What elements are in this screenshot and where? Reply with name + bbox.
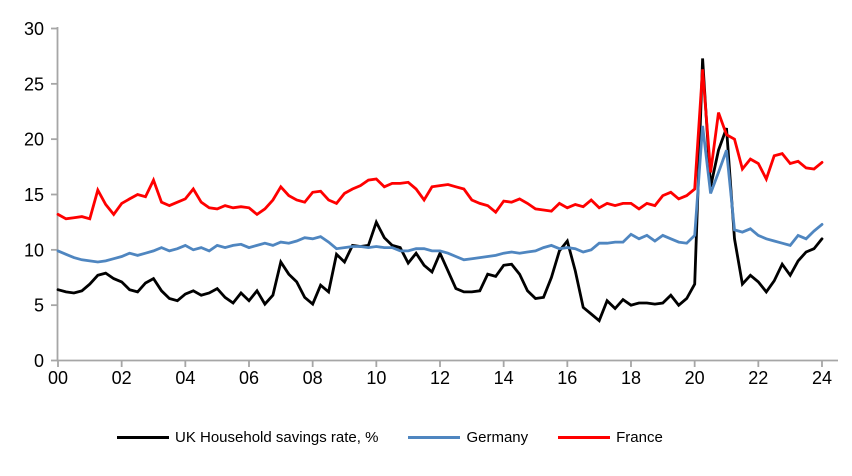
x-tick-label: 18 <box>621 368 641 388</box>
x-tick-label: 02 <box>112 368 132 388</box>
legend: UK Household savings rate, % Germany Fra… <box>117 429 663 446</box>
x-tick-label: 22 <box>748 368 768 388</box>
series-line-0 <box>56 58 824 324</box>
x-tick-label: 24 <box>812 368 832 388</box>
legend-label-germany: Germany <box>466 429 529 446</box>
y-tick-label: 25 <box>24 74 44 94</box>
france-line-swatch <box>558 436 611 439</box>
x-tick-label: 10 <box>366 368 386 388</box>
y-tick-label: 0 <box>34 351 44 371</box>
series-line-1 <box>56 125 824 264</box>
y-tick-label: 5 <box>34 296 44 316</box>
legend-item-germany: Germany <box>408 429 528 446</box>
x-tick-label: 04 <box>175 368 195 388</box>
legend-item-uk: UK Household savings rate, % <box>117 429 378 446</box>
x-tick-label: 20 <box>685 368 705 388</box>
uk-line-swatch <box>117 436 169 439</box>
x-tick-label: 06 <box>239 368 259 388</box>
plot-area: 0 5 10 15 20 25 30 00 02 04 06 08 10 12 14 16 18 20 22 24 <box>24 19 838 388</box>
x-tick-label: 14 <box>494 368 514 388</box>
x-tick-label: 08 <box>303 368 323 388</box>
legend-label-france: France <box>616 429 663 446</box>
germany-line-swatch <box>408 436 461 439</box>
y-tick-label: 30 <box>24 19 44 39</box>
x-tick-label: 12 <box>430 368 450 388</box>
legend-label-uk: UK Household savings rate, % <box>175 429 379 446</box>
legend-item-france: France <box>558 429 663 446</box>
y-tick-label: 20 <box>24 130 44 150</box>
axes <box>56 27 838 362</box>
x-tick-label: 16 <box>557 368 577 388</box>
x-tick-label: 00 <box>48 368 68 388</box>
y-tick-label: 10 <box>24 240 44 260</box>
y-tick-label: 15 <box>24 185 44 205</box>
series-line-2 <box>56 69 824 221</box>
